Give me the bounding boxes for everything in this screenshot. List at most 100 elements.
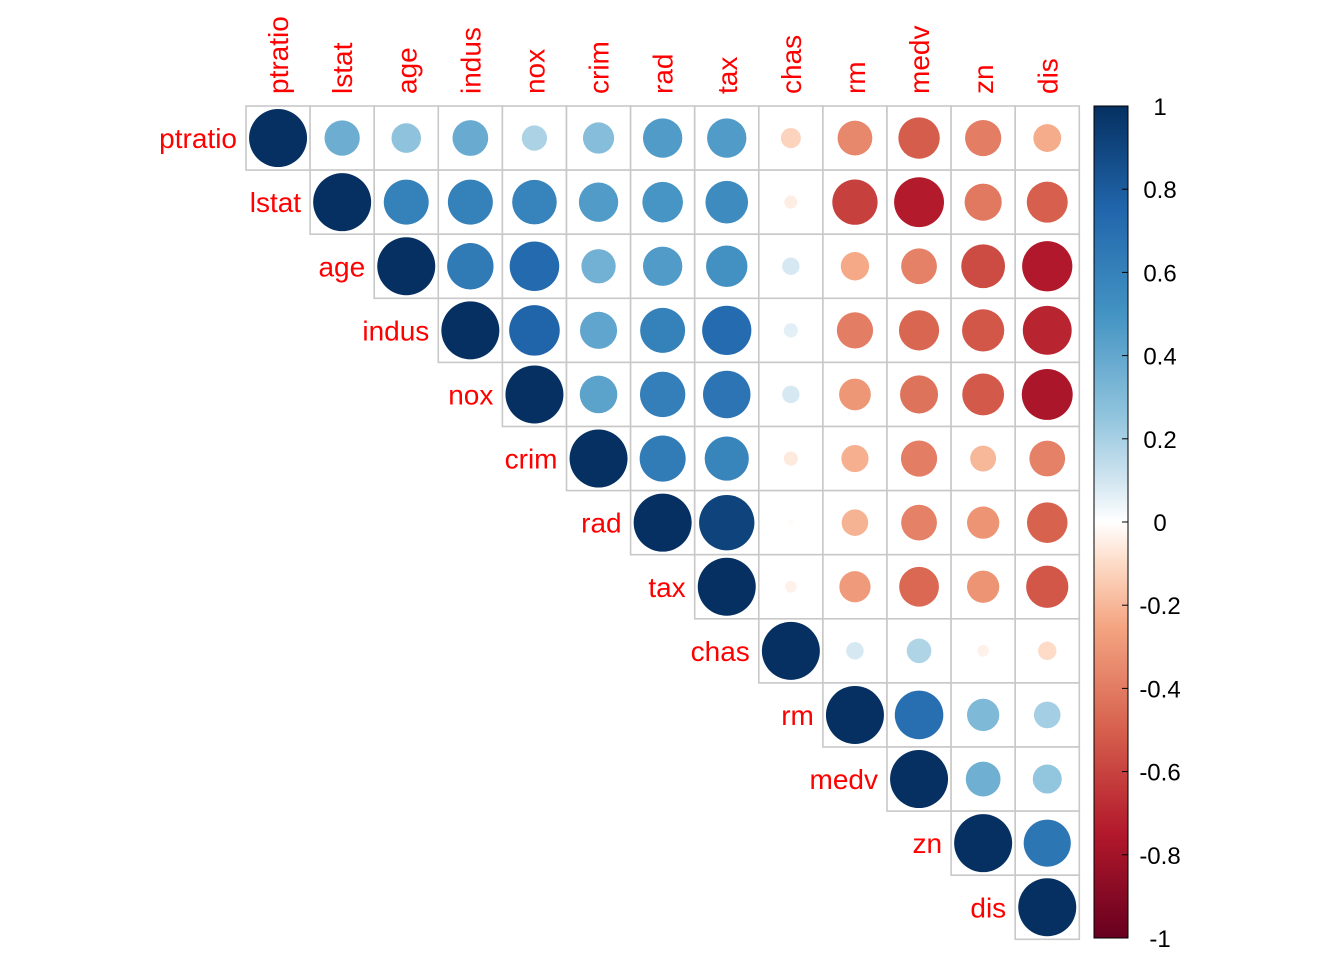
corr-circle-lstat-lstat	[313, 173, 372, 232]
corr-circle-nox-medv	[900, 375, 939, 414]
colorbar-tick-label: 0	[1153, 510, 1166, 537]
corr-circle-rad-rad	[633, 493, 692, 552]
corr-circle-lstat-tax	[705, 180, 749, 224]
column-label-zn: zn	[968, 64, 999, 94]
corr-circle-medv-zn	[965, 761, 1001, 797]
corr-circle-age-nox	[509, 241, 560, 292]
corr-circle-ptratio-zn	[965, 119, 1002, 157]
corr-circle-ptratio-medv	[898, 117, 940, 159]
corr-circle-zn-zn	[954, 814, 1013, 873]
column-label-age: age	[391, 47, 422, 94]
corr-circle-lstat-crim	[578, 182, 619, 222]
corr-circle-indus-chas	[783, 323, 798, 338]
corr-circle-ptratio-lstat	[324, 120, 360, 156]
colorbar-tick-label: 0.2	[1143, 427, 1176, 454]
corr-circle-tax-tax	[697, 557, 756, 616]
corr-circle-ptratio-tax	[707, 118, 747, 158]
corr-circle-crim-rm	[841, 444, 869, 473]
row-label-indus: indus	[362, 315, 429, 346]
corr-circle-crim-rad	[639, 435, 686, 482]
row-label-ptratio: ptratio	[159, 123, 237, 154]
corr-circle-indus-crim	[579, 311, 618, 349]
column-label-ptratio: ptratio	[263, 16, 294, 94]
colorbar-tick-label: 0.6	[1143, 260, 1176, 287]
corr-circle-lstat-chas	[784, 195, 798, 209]
row-label-tax: tax	[648, 572, 685, 603]
corr-circle-rm-medv	[894, 690, 944, 740]
corr-circle-lstat-medv	[894, 177, 944, 228]
column-label-rad: rad	[648, 54, 679, 94]
corr-circle-age-rm	[840, 252, 870, 281]
corr-circle-ptratio-ptratio	[249, 109, 308, 168]
corr-circle-age-indus	[447, 243, 494, 290]
colorbar-tick-label: 0.8	[1143, 177, 1176, 204]
corr-circle-ptratio-chas	[780, 128, 801, 149]
corr-circle-indus-dis	[1022, 305, 1072, 355]
corr-circle-rad-tax	[699, 494, 755, 551]
corr-circle-tax-zn	[967, 570, 1000, 603]
corr-circle-zn-dis	[1023, 819, 1071, 867]
corr-circle-indus-rm	[836, 312, 874, 349]
colorbar-tick-label: -1	[1149, 926, 1170, 953]
corr-circle-indus-medv	[898, 310, 940, 351]
row-labels: ptratio lstat age indus nox crim rad tax chas rm m…	[159, 123, 1006, 923]
corr-circle-lstat-rad	[642, 181, 683, 223]
corr-circle-nox-dis	[1021, 369, 1073, 420]
corr-circle-medv-dis	[1032, 764, 1062, 794]
corr-circle-age-age	[377, 237, 436, 296]
corr-circle-lstat-nox	[512, 179, 557, 225]
column-label-crim: crim	[584, 41, 615, 94]
corr-circle-age-zn	[961, 244, 1006, 289]
colorbar-tick-label: -0.4	[1139, 676, 1180, 703]
corr-circle-crim-crim	[569, 429, 628, 488]
corr-circle-tax-medv	[899, 566, 939, 607]
row-label-zn: zn	[913, 828, 943, 859]
corr-circle-chas-zn	[977, 645, 989, 657]
row-label-rm: rm	[781, 700, 814, 731]
corr-circle-crim-zn	[970, 445, 997, 472]
corr-circle-nox-tax	[703, 370, 751, 419]
row-label-nox: nox	[448, 379, 493, 410]
corr-circle-nox-chas	[782, 385, 800, 404]
row-label-medv: medv	[810, 764, 878, 795]
corr-circle-tax-dis	[1026, 565, 1069, 608]
corr-circle-chas-dis	[1038, 641, 1057, 661]
corr-circle-indus-indus	[441, 301, 500, 360]
corr-circle-nox-crim	[579, 375, 618, 414]
corr-circle-nox-nox	[505, 365, 564, 424]
row-label-lstat: lstat	[250, 187, 302, 218]
corr-circle-lstat-dis	[1026, 181, 1068, 223]
corr-circle-nox-rad	[640, 371, 686, 418]
corr-circle-ptratio-rad	[642, 118, 683, 158]
corr-circle-medv-medv	[890, 750, 949, 809]
corr-circle-indus-zn	[962, 309, 1005, 352]
corr-circle-age-medv	[901, 248, 937, 285]
corr-circle-chas-rm	[846, 642, 864, 660]
corr-circle-rad-zn	[967, 506, 1000, 539]
corr-circle-indus-rad	[640, 307, 686, 353]
corr-circle-rm-zn	[967, 698, 1000, 732]
column-label-rm: rm	[840, 61, 871, 94]
corr-circle-chas-medv	[906, 638, 932, 664]
corr-circle-ptratio-crim	[582, 122, 615, 154]
corr-circle-ptratio-nox	[521, 125, 548, 151]
column-label-nox: nox	[519, 49, 550, 94]
corr-circle-ptratio-rm	[837, 120, 873, 156]
corr-circle-lstat-indus	[447, 179, 493, 225]
colorbar-tick-label: -0.6	[1139, 760, 1180, 787]
corr-circle-crim-tax	[704, 436, 749, 481]
column-label-tax: tax	[712, 57, 743, 94]
row-label-rad: rad	[581, 508, 621, 539]
column-label-dis: dis	[1032, 58, 1063, 94]
corr-circle-age-rad	[642, 246, 683, 286]
corr-circle-lstat-rm	[832, 179, 878, 225]
corr-circle-indus-nox	[509, 305, 560, 356]
column-labels: ptratio lstat age indus nox crim rad tax chas rm m…	[263, 16, 1063, 94]
corr-circle-chas-chas	[761, 621, 820, 680]
corr-circle-rad-chas	[787, 519, 794, 526]
corr-circle-rm-dis	[1033, 701, 1061, 729]
row-label-crim: crim	[505, 444, 558, 475]
colorbar-tick-label: -0.2	[1139, 593, 1180, 620]
